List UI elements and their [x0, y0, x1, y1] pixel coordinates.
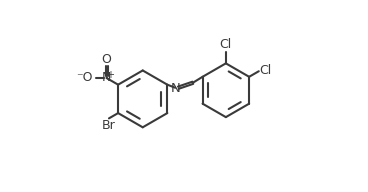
- Text: N: N: [102, 71, 112, 84]
- Text: Cl: Cl: [220, 38, 232, 51]
- Text: O: O: [102, 53, 112, 66]
- Text: N: N: [171, 82, 181, 95]
- Text: +: +: [106, 70, 114, 80]
- Text: ⁻O: ⁻O: [77, 71, 93, 84]
- Text: Br: Br: [102, 119, 116, 132]
- Text: Cl: Cl: [259, 64, 272, 77]
